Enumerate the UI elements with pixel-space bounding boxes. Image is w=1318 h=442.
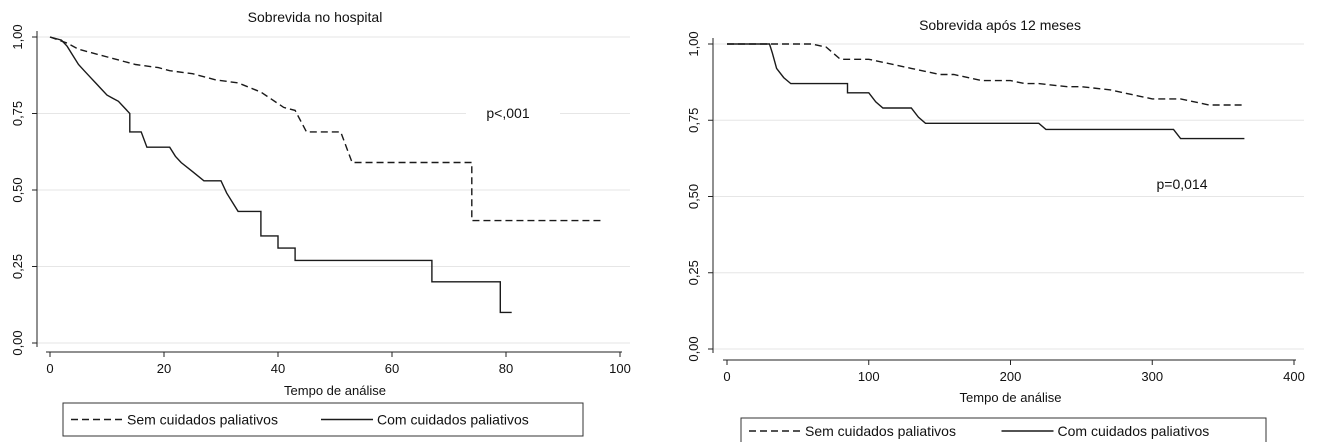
y-tick-label: 0,50 <box>686 184 701 209</box>
legend-label: Sem cuidados paliativos <box>127 412 278 428</box>
annotation-backing <box>1110 173 1250 195</box>
y-tick-label: 0,25 <box>10 254 25 279</box>
p-value-annotation: p=0,014 <box>1157 176 1208 192</box>
y-tick-label: 0,25 <box>686 260 701 285</box>
x-tick-label: 0 <box>723 369 730 384</box>
legend-label: Sem cuidados paliativos <box>805 423 956 439</box>
y-tick-label: 1,00 <box>10 24 25 49</box>
x-tick-label: 200 <box>1000 369 1022 384</box>
x-tick-label: 300 <box>1141 369 1163 384</box>
legend-label: Com cuidados paliativos <box>1058 423 1210 439</box>
y-tick-label: 0,00 <box>686 336 701 361</box>
y-tick-label: 0,50 <box>10 177 25 202</box>
x-tick-label: 20 <box>157 361 171 376</box>
legend-label: Com cuidados paliativos <box>377 412 529 428</box>
series-line-com-cuidados <box>49 36 512 314</box>
y-tick-label: 0,75 <box>686 108 701 133</box>
x-axis-label: Tempo de análise <box>284 383 386 398</box>
series-line-com-cuidados <box>727 43 1245 140</box>
annotation-backing <box>466 102 560 124</box>
legend-box <box>740 417 1267 442</box>
y-tick-label: 0,00 <box>10 330 25 355</box>
x-tick-label: 80 <box>499 361 513 376</box>
chart-title: Sobrevida após 12 meses <box>919 17 1081 33</box>
chart-panel-2: Sobrevida após 12 meses 0,00 0,25 0,50 0,75 1… <box>686 17 1305 442</box>
legend: Sem cuidados paliativos Com cuidados pali… <box>62 402 584 437</box>
x-tick-label: 100 <box>858 369 880 384</box>
x-tick-label: 0 <box>46 361 53 376</box>
legend-box <box>62 402 584 437</box>
chart-panel-1: Sobrevida no hospital 0,00 0,25 0,50 0,75 1,0… <box>10 9 631 437</box>
x-tick-label: 40 <box>271 361 285 376</box>
x-tick-label: 100 <box>609 361 631 376</box>
chart-title: Sobrevida no hospital <box>248 9 383 25</box>
y-tick-label: 1,00 <box>686 31 701 56</box>
y-tick-label: 0,75 <box>10 101 25 126</box>
x-tick-label: 60 <box>385 361 399 376</box>
x-axis-label: Tempo de análise <box>960 390 1062 405</box>
series-line-sem-cuidados <box>49 36 603 222</box>
p-value-annotation: p<,001 <box>486 105 529 121</box>
series-line-sem-cuidados <box>727 43 1245 106</box>
legend: Sem cuidados paliativos Com cuidados pali… <box>740 417 1267 442</box>
x-tick-label: 400 <box>1283 369 1305 384</box>
